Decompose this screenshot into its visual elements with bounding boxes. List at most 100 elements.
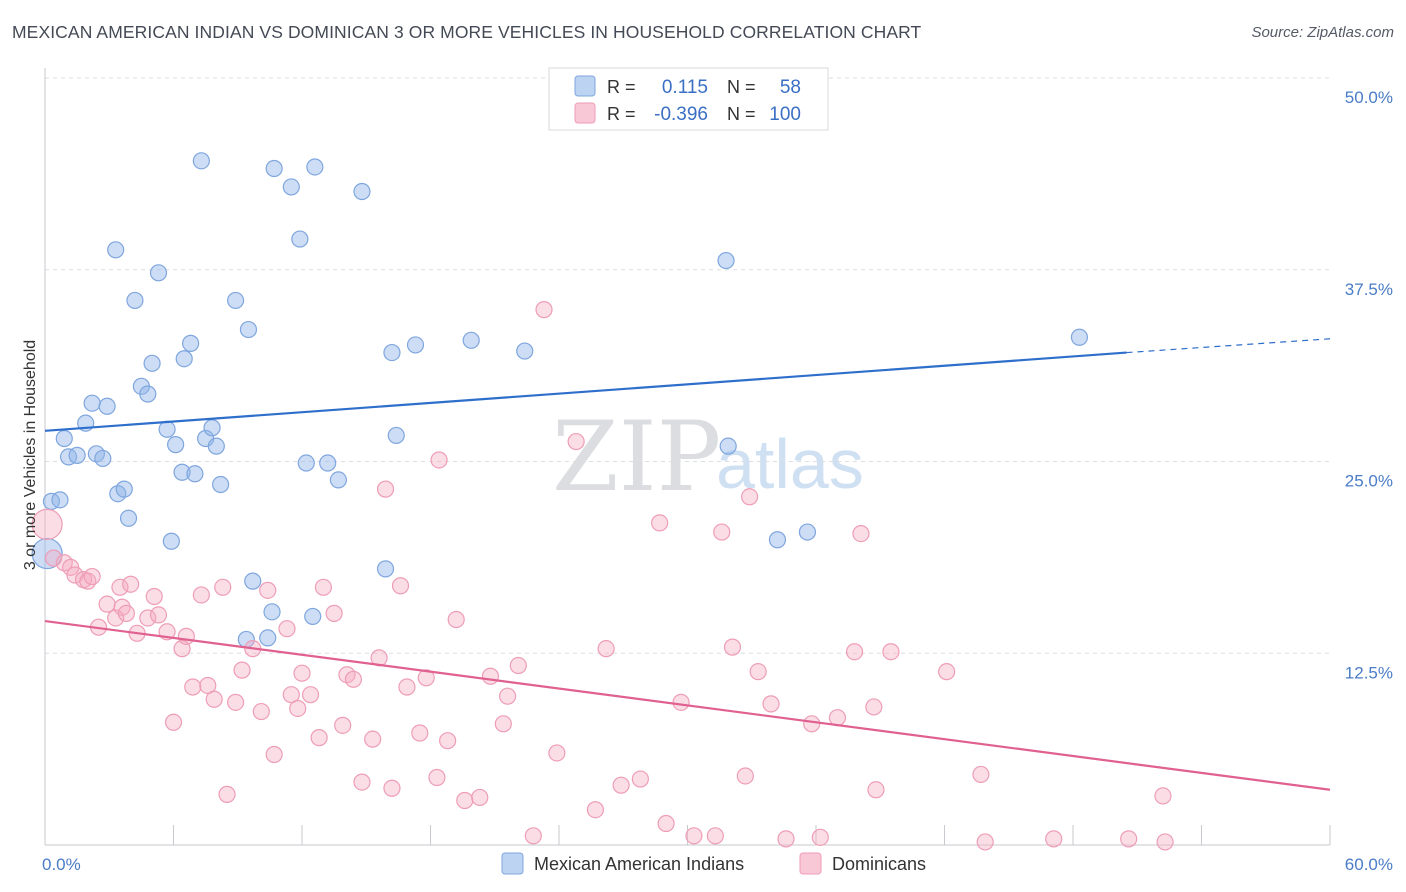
point-dominicans-7 [83, 567, 101, 586]
trend-lines [44, 338, 1331, 791]
y-tick-label-1: 25.0% [1345, 472, 1393, 491]
point-mexican-american-indians-35 [244, 572, 262, 590]
point-mexican-american-indians-3 [55, 429, 73, 448]
point-mexican-american-indians-15 [126, 291, 144, 310]
watermark-zip: ZIP [552, 401, 721, 513]
legend-r-value-1: 0.115 [662, 77, 708, 98]
series-legend-swatch-1 [501, 852, 524, 875]
point-dominicans-94 [972, 765, 990, 784]
point-mexican-american-indians-42 [304, 607, 322, 626]
point-mexican-american-indians-34 [239, 320, 258, 339]
point-mexican-american-indians-45 [329, 471, 348, 489]
data-points [31, 152, 1174, 851]
legend-swatch-mexican-american-indians [574, 75, 596, 97]
point-dominicans-16 [139, 609, 157, 627]
point-mexican-american-indians-39 [282, 178, 300, 196]
point-mexican-american-indians-23 [173, 463, 191, 481]
point-mexican-american-indians-21 [162, 532, 180, 550]
point-dominicans-81 [741, 488, 759, 506]
point-mexican-american-indians-52 [516, 342, 534, 360]
gridlines [45, 77, 1330, 654]
point-dominicans-75 [672, 693, 690, 711]
series-legend-label-2: Dominicans [832, 854, 926, 874]
point-dominicans-57 [439, 732, 457, 750]
point-dominicans-18 [149, 606, 168, 624]
point-mexican-american-indians-11 [107, 241, 125, 259]
point-dominicans-24 [192, 586, 210, 604]
point-dominicans-79 [723, 638, 742, 656]
point-dominicans-64 [509, 656, 527, 675]
point-dominicans-47 [364, 730, 382, 748]
x-tick-labels: 0.0% 60.0% [42, 855, 1393, 874]
point-mexican-american-indians-48 [383, 343, 401, 362]
point-mexican-american-indians-54 [719, 437, 737, 455]
point-dominicans-11 [111, 578, 129, 596]
point-dominicans-26 [205, 690, 223, 708]
point-dominicans-50 [383, 779, 401, 797]
point-mexican-american-indians-53 [717, 251, 735, 270]
point-dominicans-13 [117, 604, 135, 622]
point-mexican-american-indians-37 [263, 603, 281, 621]
point-dominicans-89 [852, 524, 870, 543]
point-dominicans-97 [1120, 830, 1138, 848]
point-mexican-american-indians-38 [265, 159, 283, 178]
point-mexican-american-indians-56 [798, 523, 817, 541]
point-mexican-american-indians-2 [51, 491, 69, 509]
point-dominicans-58 [447, 610, 465, 629]
point-dominicans-9 [98, 595, 116, 613]
point-dominicans-32 [252, 702, 270, 721]
point-dominicans-38 [293, 664, 311, 682]
point-dominicans-55 [428, 768, 446, 787]
point-dominicans-88 [845, 643, 864, 661]
point-mexican-american-indians-5 [68, 446, 86, 464]
watermark-atlas: atlas [716, 425, 864, 503]
point-dominicans-41 [314, 578, 333, 596]
point-dominicans-82 [749, 663, 767, 681]
point-dominicans-54 [417, 669, 435, 687]
point-dominicans-1 [44, 549, 63, 567]
point-dominicans-84 [777, 830, 795, 848]
point-dominicans-20 [164, 713, 183, 731]
legend-r-label-1: R = [607, 77, 636, 97]
point-dominicans-51 [391, 577, 410, 595]
legend-n-value-2: 100 [769, 104, 801, 125]
point-mexican-american-indians-7 [83, 394, 101, 412]
point-dominicans-14 [122, 575, 140, 593]
point-mexican-american-indians-18 [143, 354, 161, 372]
point-mexican-american-indians-24 [175, 350, 193, 368]
trend-extension-0 [1126, 338, 1331, 354]
point-mexican-american-indians-25 [182, 334, 200, 352]
point-mexican-american-indians-51 [462, 331, 480, 349]
point-dominicans-52 [398, 678, 416, 696]
source-credit: Source: ZipAtlas.com [1251, 24, 1394, 41]
point-dominicans-83 [762, 695, 780, 713]
point-mexican-american-indians-22 [167, 436, 185, 454]
point-mexican-american-indians-41 [297, 454, 315, 472]
point-dominicans-59 [456, 791, 474, 810]
point-dominicans-40 [310, 729, 328, 747]
point-dominicans-39 [301, 686, 320, 704]
point-dominicans-96 [1045, 830, 1063, 848]
point-mexican-american-indians-4 [59, 448, 78, 466]
point-dominicans-0 [31, 508, 63, 540]
point-mexican-american-indians-49 [387, 426, 405, 445]
point-mexican-american-indians-31 [212, 475, 230, 494]
point-dominicans-34 [265, 745, 283, 764]
x-tick-label-1: 60.0% [1345, 855, 1393, 874]
point-mexican-american-indians-13 [115, 480, 133, 498]
point-dominicans-62 [494, 715, 512, 733]
point-dominicans-22 [177, 627, 195, 645]
point-mexican-american-indians-27 [192, 152, 210, 170]
y-tick-labels: 12.5% 25.0% 37.5% 50.0% [1345, 88, 1393, 682]
point-dominicans-70 [597, 640, 615, 658]
point-dominicans-73 [651, 514, 669, 532]
legend-r-label-2: R = [607, 104, 636, 124]
point-dominicans-10 [107, 609, 125, 627]
y-tick-label-2: 37.5% [1345, 280, 1393, 299]
point-mexican-american-indians-32 [227, 291, 245, 310]
point-mexican-american-indians-1 [42, 492, 61, 510]
series-legend-swatch-2 [799, 852, 822, 875]
point-dominicans-98 [1154, 787, 1172, 805]
point-mexican-american-indians-14 [119, 509, 138, 527]
point-mexican-american-indians-44 [319, 454, 337, 472]
